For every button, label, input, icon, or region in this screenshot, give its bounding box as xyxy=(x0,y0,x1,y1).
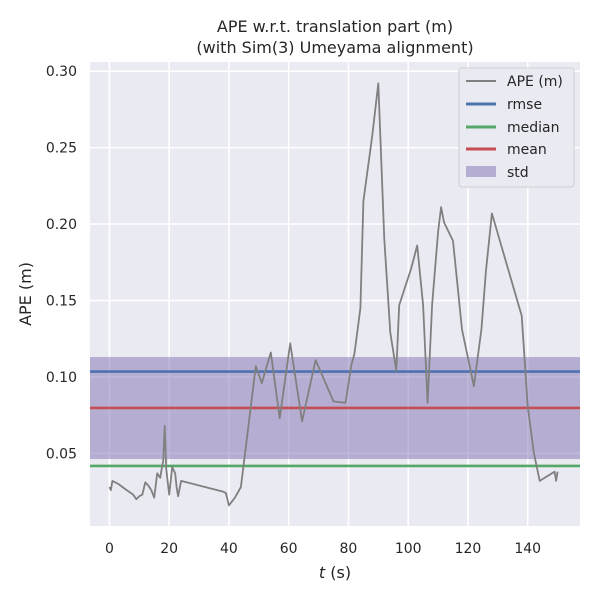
legend: APE (m) rmse median mean std xyxy=(458,67,575,188)
x-tick-label: 100 xyxy=(395,541,422,557)
x-tick-label: 140 xyxy=(514,541,541,557)
y-tick-label: 0.30 xyxy=(46,64,77,80)
stat-lines-layer xyxy=(90,370,580,468)
x-tick-label: 120 xyxy=(455,541,482,557)
legend-label-rmse: rmse xyxy=(507,97,542,113)
ape-series-layer xyxy=(108,82,559,507)
legend-frame xyxy=(458,67,575,188)
x-axis-label: t (s) xyxy=(319,563,351,582)
legend-label-ape: APE (m) xyxy=(507,74,563,90)
x-tick-label: 40 xyxy=(220,541,238,557)
chart-subtitle: (with Sim(3) Umeyama alignment) xyxy=(196,38,473,57)
y-tick-label: 0.15 xyxy=(46,293,77,309)
legend-label-std: std xyxy=(507,165,529,181)
legend-swatch-std xyxy=(466,166,496,177)
y-tick-label: 0.05 xyxy=(46,446,77,462)
x-tick-label: 60 xyxy=(280,541,298,557)
y-tick-labels: 0.05 0.10 0.15 0.20 0.25 0.30 xyxy=(46,64,77,462)
ape-series-line xyxy=(108,82,559,507)
y-tick-label: 0.10 xyxy=(46,370,77,386)
y-tick-label: 0.25 xyxy=(46,141,77,157)
x-tick-labels: 0 20 40 60 80 100 120 140 xyxy=(105,541,541,557)
legend-label-mean: mean xyxy=(507,142,547,158)
y-tick-label: 0.20 xyxy=(46,217,77,233)
chart-title: APE w.r.t. translation part (m) xyxy=(217,17,453,36)
x-tick-label: 0 xyxy=(105,541,114,557)
y-axis-label: APE (m) xyxy=(16,262,35,326)
legend-label-median: median xyxy=(507,120,559,136)
x-tick-label: 80 xyxy=(340,541,358,557)
x-tick-label: 20 xyxy=(160,541,178,557)
